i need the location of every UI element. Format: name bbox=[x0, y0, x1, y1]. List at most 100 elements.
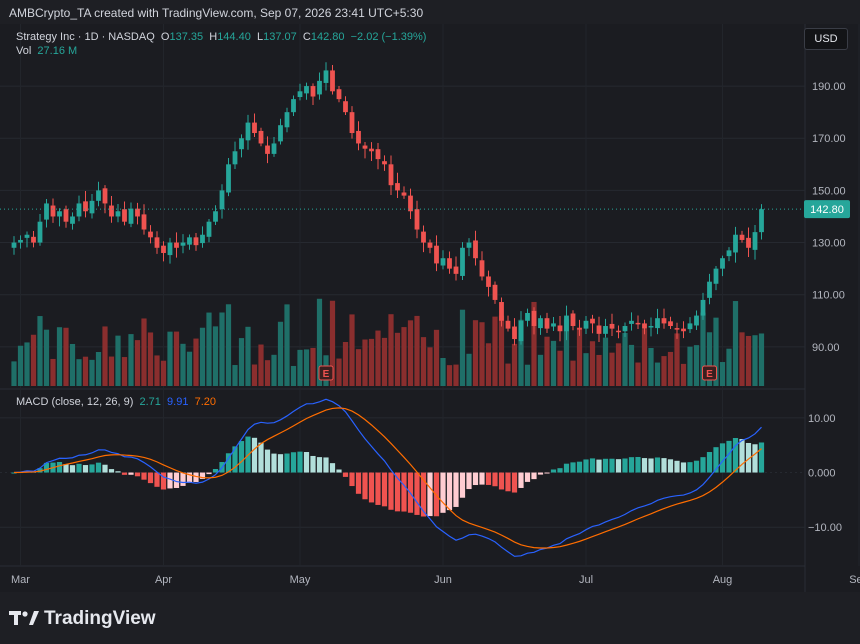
candle-body[interactable] bbox=[492, 284, 498, 300]
candle-body[interactable] bbox=[726, 250, 732, 257]
candle-body[interactable] bbox=[141, 214, 147, 230]
candle-body[interactable] bbox=[551, 323, 556, 327]
candle-body[interactable] bbox=[382, 161, 387, 165]
candle-body[interactable] bbox=[258, 130, 264, 144]
candle-body[interactable] bbox=[525, 312, 530, 321]
candle-body[interactable] bbox=[453, 266, 459, 274]
candle-body[interactable] bbox=[297, 91, 303, 98]
candle-body[interactable] bbox=[310, 86, 316, 97]
candle-body[interactable] bbox=[733, 234, 738, 253]
candle-body[interactable] bbox=[174, 242, 179, 248]
candle-body[interactable] bbox=[694, 315, 699, 326]
candle-body[interactable] bbox=[193, 237, 199, 246]
candle-body[interactable] bbox=[674, 328, 680, 330]
candle-body[interactable] bbox=[304, 86, 309, 94]
candle-body[interactable] bbox=[284, 112, 290, 128]
candle-body[interactable] bbox=[395, 183, 400, 191]
candle-body[interactable] bbox=[544, 318, 550, 329]
candle-body[interactable] bbox=[135, 208, 140, 217]
candle-body[interactable] bbox=[759, 209, 764, 233]
candle-body[interactable] bbox=[713, 268, 719, 284]
candle-body[interactable] bbox=[200, 234, 205, 244]
candle-body[interactable] bbox=[538, 318, 543, 329]
candle-body[interactable] bbox=[440, 258, 446, 266]
candle-body[interactable] bbox=[375, 149, 381, 160]
candle-body[interactable] bbox=[161, 245, 166, 253]
candle-body[interactable] bbox=[336, 89, 342, 100]
candle-body[interactable] bbox=[122, 209, 127, 222]
candle-body[interactable] bbox=[466, 242, 472, 248]
candle-body[interactable] bbox=[37, 221, 43, 243]
candle-body[interactable] bbox=[128, 208, 134, 224]
candle-body[interactable] bbox=[557, 325, 563, 332]
candle-body[interactable] bbox=[109, 205, 114, 217]
candle-body[interactable] bbox=[421, 231, 426, 243]
candle-body[interactable] bbox=[570, 313, 576, 327]
candle-body[interactable] bbox=[577, 328, 582, 330]
candle-body[interactable] bbox=[362, 145, 368, 149]
candle-body[interactable] bbox=[414, 209, 420, 230]
candle-body[interactable] bbox=[427, 242, 433, 248]
candle-body[interactable] bbox=[50, 205, 56, 217]
candle-body[interactable] bbox=[518, 320, 524, 342]
candle-body[interactable] bbox=[63, 209, 69, 222]
candle-body[interactable] bbox=[622, 326, 628, 332]
candle-body[interactable] bbox=[700, 299, 706, 316]
candle-body[interactable] bbox=[401, 192, 407, 196]
candle-body[interactable] bbox=[668, 321, 673, 327]
candle-body[interactable] bbox=[720, 258, 725, 269]
candle-body[interactable] bbox=[447, 258, 452, 269]
currency-button[interactable]: USD bbox=[804, 28, 848, 50]
candle-body[interactable] bbox=[707, 281, 712, 298]
candle-body[interactable] bbox=[70, 216, 75, 224]
candle-body[interactable] bbox=[89, 200, 95, 214]
candle-body[interactable] bbox=[460, 247, 465, 276]
candle-body[interactable] bbox=[148, 231, 153, 238]
candle-body[interactable] bbox=[369, 148, 374, 152]
candle-body[interactable] bbox=[317, 80, 322, 95]
candle-body[interactable] bbox=[603, 326, 608, 334]
candle-body[interactable] bbox=[739, 234, 745, 240]
candle-body[interactable] bbox=[473, 240, 478, 259]
candle-body[interactable] bbox=[681, 328, 686, 332]
candle-body[interactable] bbox=[206, 221, 212, 237]
candle-body[interactable] bbox=[648, 326, 654, 328]
candle-body[interactable] bbox=[512, 326, 517, 340]
candle-body[interactable] bbox=[44, 203, 49, 220]
candle-body[interactable] bbox=[31, 236, 36, 243]
candle-body[interactable] bbox=[76, 203, 82, 217]
candle-body[interactable] bbox=[564, 315, 569, 332]
candle-body[interactable] bbox=[609, 323, 615, 329]
candle-body[interactable] bbox=[629, 320, 634, 324]
candle-body[interactable] bbox=[583, 320, 589, 329]
candle-body[interactable] bbox=[499, 302, 504, 321]
candle-body[interactable] bbox=[434, 245, 439, 264]
candle-body[interactable] bbox=[213, 211, 218, 222]
candle-body[interactable] bbox=[57, 211, 62, 217]
candle-body[interactable] bbox=[271, 143, 277, 154]
candle-body[interactable] bbox=[239, 138, 244, 150]
candle-body[interactable] bbox=[24, 234, 30, 238]
candle-body[interactable] bbox=[83, 201, 88, 212]
candle-body[interactable] bbox=[356, 130, 361, 144]
candle-body[interactable] bbox=[154, 237, 160, 248]
candle-body[interactable] bbox=[187, 237, 192, 245]
candle-body[interactable] bbox=[349, 112, 355, 134]
price-chart[interactable]: 90.00 110.00 130.00 150.00 170.00 190.00 10.00… bbox=[0, 0, 860, 592]
candle-body[interactable] bbox=[291, 99, 296, 113]
candle-body[interactable] bbox=[115, 211, 121, 217]
candle-body[interactable] bbox=[180, 242, 186, 246]
earnings-marker-icon[interactable] bbox=[702, 365, 717, 381]
candle-body[interactable] bbox=[596, 325, 602, 334]
candle-body[interactable] bbox=[746, 237, 751, 248]
candle-body[interactable] bbox=[343, 101, 348, 113]
candle-body[interactable] bbox=[388, 164, 394, 186]
candle-body[interactable] bbox=[655, 318, 660, 329]
candle-body[interactable] bbox=[479, 260, 485, 277]
candle-body[interactable] bbox=[408, 195, 413, 212]
candle-body[interactable] bbox=[102, 188, 108, 204]
candle-body[interactable] bbox=[226, 164, 231, 193]
candle-body[interactable] bbox=[661, 318, 667, 324]
candle-body[interactable] bbox=[687, 323, 693, 330]
candle-body[interactable] bbox=[590, 318, 595, 324]
